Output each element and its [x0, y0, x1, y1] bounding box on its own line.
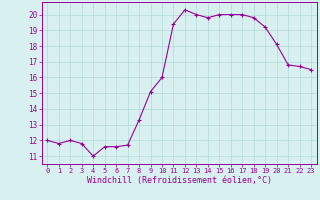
X-axis label: Windchill (Refroidissement éolien,°C): Windchill (Refroidissement éolien,°C) [87, 176, 272, 185]
